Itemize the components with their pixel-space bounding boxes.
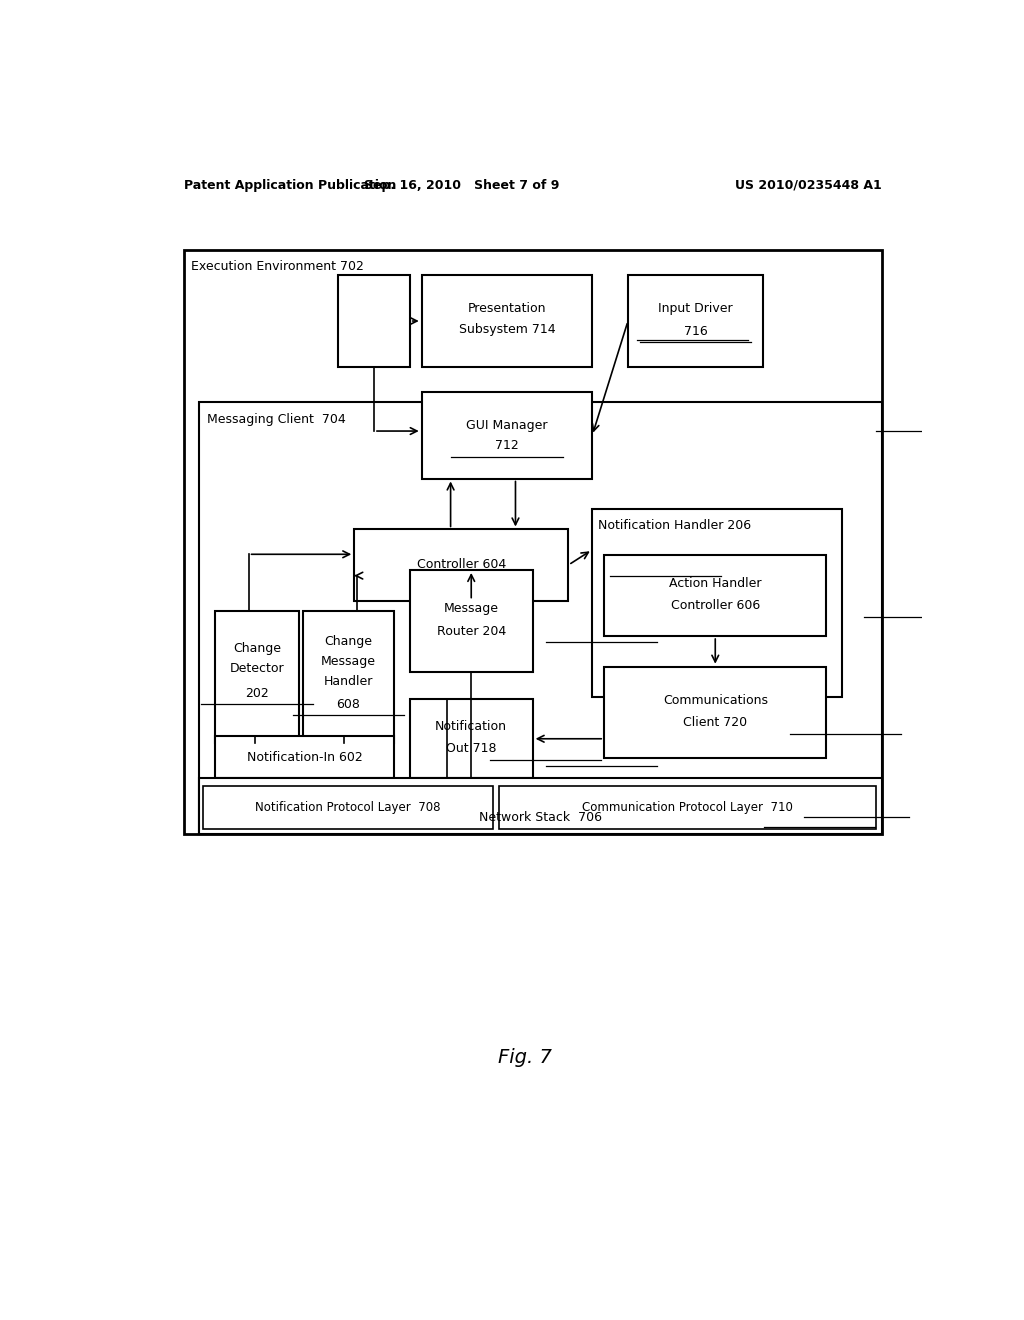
Text: Communication Protocol Layer  710: Communication Protocol Layer 710 [583,801,794,814]
Text: Sep. 16, 2010   Sheet 7 of 9: Sep. 16, 2010 Sheet 7 of 9 [364,178,559,191]
Text: 712: 712 [495,440,519,451]
Bar [410,570,532,672]
Text: Action Handler: Action Handler [669,577,762,590]
Bar [200,403,882,834]
Text: Controller 606: Controller 606 [671,599,760,612]
Bar [422,392,592,479]
Text: Notification: Notification [435,721,507,733]
Text: Message: Message [321,655,376,668]
Text: Patent Application Publication: Patent Application Publication [183,178,396,191]
Text: Change: Change [325,635,373,648]
Text: Notification Protocol Layer  708: Notification Protocol Layer 708 [255,801,441,814]
Bar [215,611,299,743]
Text: US 2010/0235448 A1: US 2010/0235448 A1 [735,178,882,191]
Text: Out 718: Out 718 [446,742,497,755]
Bar [604,667,826,758]
Text: Change: Change [233,642,281,655]
Text: Network Stack  706: Network Stack 706 [479,810,602,824]
Bar [628,276,763,367]
Text: GUI Manager: GUI Manager [466,418,548,432]
Text: 202: 202 [245,686,269,700]
Bar [200,779,882,834]
Text: Execution Environment 702: Execution Environment 702 [191,260,365,273]
Text: Detector: Detector [229,663,285,675]
Bar [410,700,532,779]
Text: Notification Handler 206: Notification Handler 206 [598,519,751,532]
Text: 608: 608 [336,698,360,710]
Bar [422,276,592,367]
Bar [592,510,842,697]
Text: Subsystem 714: Subsystem 714 [459,322,555,335]
Text: Controller 604: Controller 604 [417,558,506,572]
Text: Presentation: Presentation [468,302,546,315]
Text: 716: 716 [684,325,708,338]
Bar [204,785,494,829]
Bar [604,554,826,636]
Bar [500,785,877,829]
Text: Client 720: Client 720 [683,715,748,729]
Bar [215,735,394,779]
Text: Handler: Handler [324,676,373,688]
Text: Communications: Communications [663,693,768,706]
Text: Fig. 7: Fig. 7 [498,1048,552,1068]
Text: Input Driver: Input Driver [658,302,733,315]
Bar [338,276,410,367]
Text: Notification-In 602: Notification-In 602 [247,751,362,763]
Text: Message: Message [443,602,499,615]
Bar [354,529,568,601]
Bar [303,611,394,743]
Text: Messaging Client  704: Messaging Client 704 [207,412,346,425]
Bar [183,249,882,834]
Text: Router 204: Router 204 [436,624,506,638]
